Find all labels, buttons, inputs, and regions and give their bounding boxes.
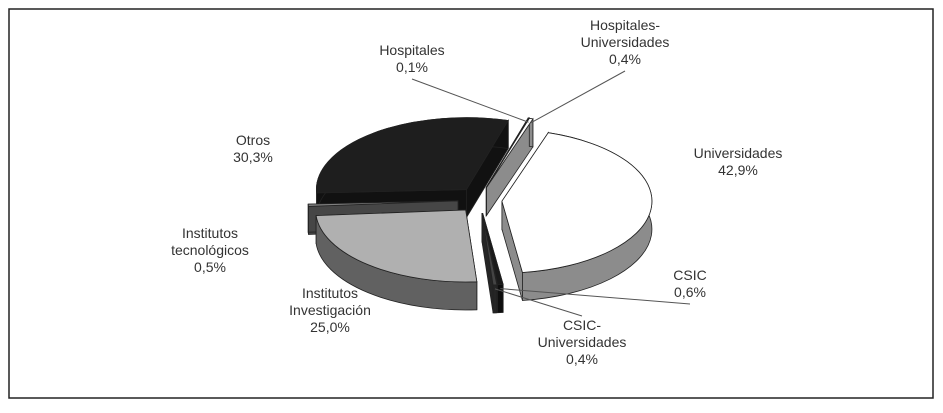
value-label: 0,1% bbox=[396, 59, 428, 75]
value-label: 0,4% bbox=[609, 51, 641, 67]
label-line: Hospitales- bbox=[590, 17, 660, 33]
category-label: CSIC bbox=[673, 267, 706, 283]
value-label: 0,6% bbox=[674, 284, 706, 300]
label-line: Hospitales bbox=[379, 42, 444, 58]
value-label: 0,5% bbox=[194, 259, 226, 275]
label-line: CSIC bbox=[673, 267, 706, 283]
label-line: Investigación bbox=[289, 302, 371, 318]
category-label: Otros bbox=[236, 132, 270, 148]
label-line: Otros bbox=[236, 132, 270, 148]
value-label: 42,9% bbox=[718, 162, 758, 178]
value-label: 30,3% bbox=[233, 149, 273, 165]
category-label: Hospitales bbox=[379, 42, 444, 58]
label-line: Universidades bbox=[538, 334, 627, 350]
category-label: Hospitales-Universidades bbox=[581, 17, 670, 50]
label-line: Universidades bbox=[581, 34, 670, 50]
label-line: CSIC- bbox=[563, 317, 601, 333]
label-line: Institutos bbox=[182, 225, 238, 241]
label-line: Institutos bbox=[302, 285, 358, 301]
value-label: 0,4% bbox=[566, 351, 598, 367]
category-label: Universidades bbox=[694, 145, 783, 161]
label-line: Universidades bbox=[694, 145, 783, 161]
label-line: tecnológicos bbox=[171, 242, 249, 258]
value-label: 25,0% bbox=[310, 319, 350, 335]
